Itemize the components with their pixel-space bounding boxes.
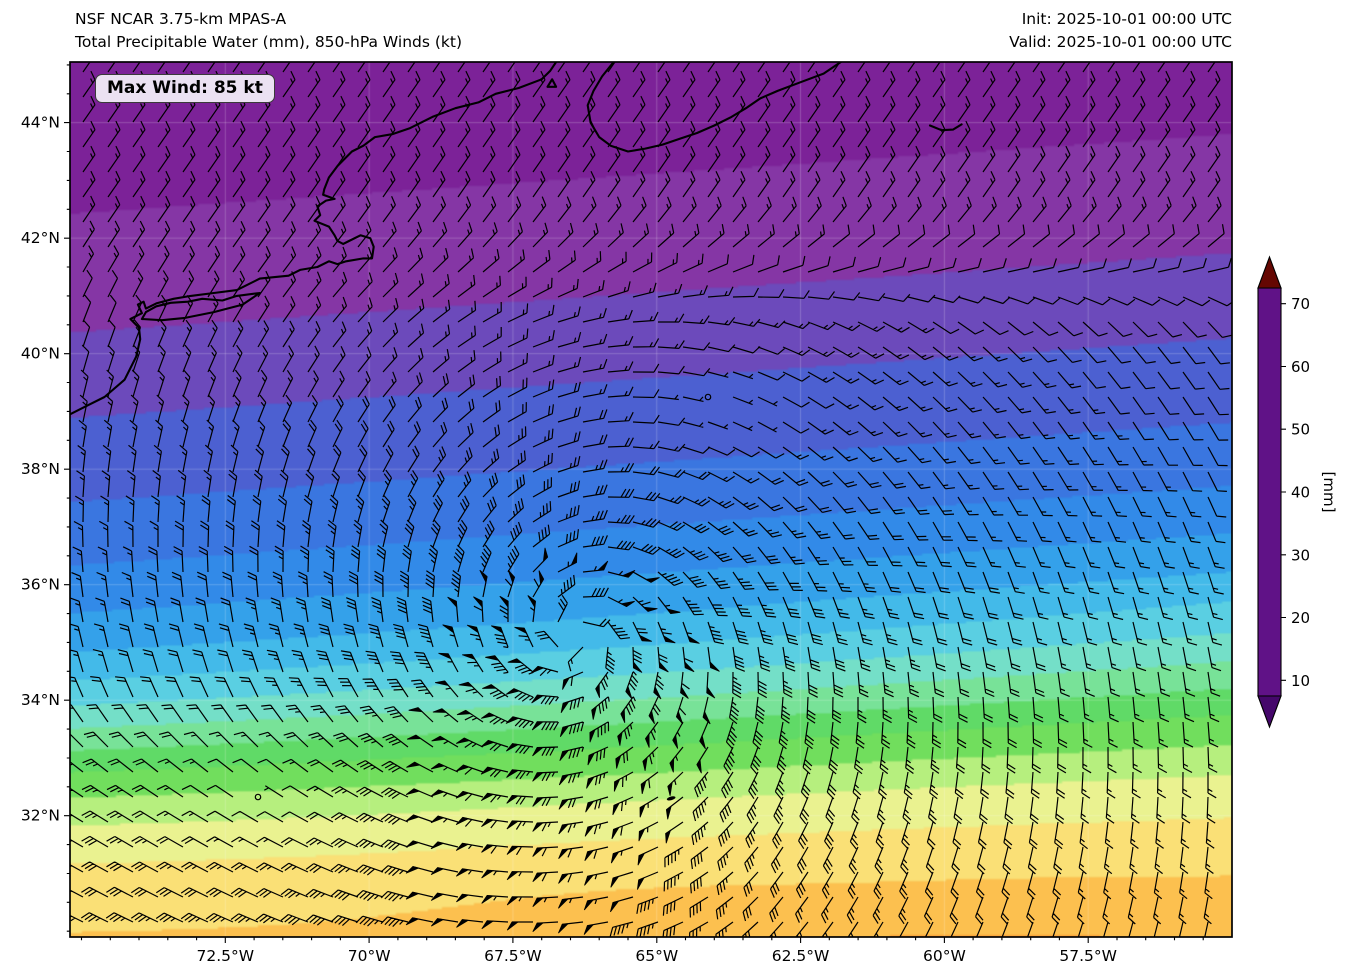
x-tick-label: 60°W — [923, 947, 966, 965]
axis-ticks — [64, 64, 1204, 943]
bermuda-island-mark — [666, 796, 676, 801]
colorbar-tick-label: 20 — [1291, 609, 1310, 627]
y-tick-label: 40°N — [21, 345, 60, 363]
wind-barb-pennants — [405, 547, 720, 935]
y-tick-label: 42°N — [21, 229, 60, 247]
y-tick-label: 44°N — [21, 114, 60, 132]
max-wind-badge: Max Wind: 85 kt — [95, 74, 275, 103]
x-tick-label: 67.5°W — [484, 947, 542, 965]
coastline-path — [546, 78, 558, 88]
tpw-field-canvas — [70, 62, 1232, 937]
colorbar-ticks — [1281, 303, 1286, 681]
colorbar-tick-label: 40 — [1291, 484, 1310, 502]
coastline-path — [928, 123, 963, 132]
calm-wind-marker — [704, 393, 712, 401]
model-title: NSF NCAR 3.75-km MPAS-A — [75, 10, 287, 28]
init-time: Init: 2025-10-01 00:00 UTC — [1021, 10, 1232, 28]
colorbar: 10 20 30 40 50 60 70 [mm] — [1257, 255, 1338, 729]
y-tick-label: 32°N — [21, 807, 60, 825]
x-tick-label: 70°W — [348, 947, 391, 965]
x-tick-label: 62.5°W — [772, 947, 830, 965]
coastline-path — [140, 291, 261, 322]
colorbar-tick-label: 30 — [1291, 546, 1310, 564]
x-tick-label: 72.5°W — [197, 947, 255, 965]
coastlines-layer — [70, 62, 963, 801]
calm-wind-marker — [254, 793, 262, 801]
colorbar-gradient — [1257, 287, 1282, 697]
colorbar-tick-label: 10 — [1291, 672, 1310, 690]
colorbar-tick-label: 70 — [1291, 295, 1310, 313]
coastline-path — [586, 62, 842, 153]
product-title: Total Precipitable Water (mm), 850-hPa W… — [75, 33, 463, 51]
valid-time: Valid: 2025-10-01 00:00 UTC — [1009, 33, 1232, 51]
axes-layer: 72.5°W 70°W 67.5°W 65°W 62.5°W 60°W 57.5°W 44°N… — [21, 64, 1204, 965]
y-tick-label: 34°N — [21, 691, 60, 709]
colorbar-tick-label: 60 — [1291, 358, 1310, 376]
y-tick-label: 38°N — [21, 460, 60, 478]
wind-barbs-layer — [70, 62, 1232, 937]
time-block: Init: 2025-10-01 00:00 UTC Valid: 2025-1… — [1009, 8, 1232, 54]
colorbar-unit-label: [mm] — [1320, 472, 1338, 513]
map-border — [69, 61, 1233, 938]
wind-barb-strokes — [70, 62, 1232, 937]
colorbar-under-arrow — [1257, 695, 1282, 729]
x-tick-label: 57.5°W — [1059, 947, 1117, 965]
colorbar-over-arrow — [1257, 255, 1282, 289]
coastline-path — [70, 62, 558, 416]
colorbar-tick-label: 50 — [1291, 421, 1310, 439]
x-tick-label: 65°W — [635, 947, 678, 965]
title-block: NSF NCAR 3.75-km MPAS-A Total Precipitab… — [75, 8, 462, 54]
y-tick-label: 36°N — [21, 576, 60, 594]
